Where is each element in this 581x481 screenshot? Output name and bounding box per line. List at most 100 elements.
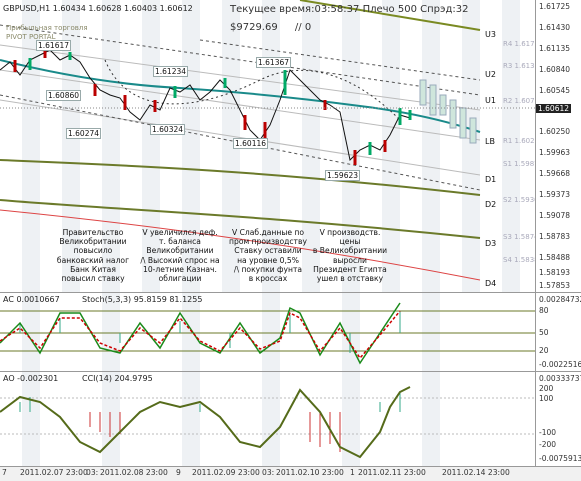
ao-label: AO -0.002301 [3, 374, 59, 383]
note-line: /\ Высокий спрос на [140, 255, 220, 265]
note-line: ушел в отставку [316, 274, 384, 284]
axis-value: -0.00225166 [539, 360, 581, 369]
news-note: V производств. цены в Великобритании выр… [305, 228, 395, 283]
note-line: Великобритании [146, 246, 214, 256]
axis-price: 1.58193 [539, 268, 571, 277]
note-line: пром производству [229, 237, 307, 247]
note-line: цены [339, 237, 361, 247]
time-axis: 7 2011.02.07 23:00 03: 2011.02.08 23:00 … [0, 466, 581, 481]
note-line: т. баланса [159, 237, 201, 247]
note-line: на уровне 0,5% [237, 255, 299, 265]
time-label: 03: [262, 468, 275, 477]
axis-value: 200 [539, 384, 554, 393]
balance-value: $9729.69 [230, 22, 278, 33]
ac-panel[interactable]: AC 0.0010667 Stoch(5,3,3) 95.8159 81.125… [0, 293, 535, 372]
note-line: в Великобритании [312, 246, 388, 256]
spread-value: 32 [455, 4, 469, 15]
cci-label: CCI(14) 204.9795 [82, 374, 153, 383]
ac-label: AC 0.0010667 [3, 295, 60, 304]
time-label: 2011.02.09 23:00 [192, 468, 260, 477]
price-chart [0, 0, 535, 292]
time-label: 1 [350, 468, 355, 477]
axis-value: 20 [539, 346, 549, 355]
axis-price: 1.60840 [539, 65, 571, 74]
time-label: Текущее время [230, 4, 312, 15]
axis-price: 1.60545 [539, 86, 571, 95]
note-line: в кроссах [248, 274, 288, 284]
axis-value: -100 [539, 428, 557, 437]
level-lb: LB [485, 137, 495, 146]
level-d1: D1 [485, 175, 497, 184]
axis-value: 0.00333737 [539, 374, 581, 383]
time-label: 7 [2, 468, 7, 477]
news-note: V увеличился деф. т. баланса Великобрита… [135, 228, 225, 283]
price-box: 1.61367 [256, 57, 292, 68]
level-d3: D3 [485, 239, 497, 248]
time-label: 2011.02.08 23:00 [100, 468, 168, 477]
news-note: V Слаб.данные по пром производству Ставк… [222, 228, 314, 283]
note-line: /\ покупки фунта [233, 264, 303, 274]
ac-axis: 0.00284732 80 50 20 -0.00225166 [535, 293, 581, 372]
axis-price: 1.59668 [539, 169, 571, 178]
level-s3: S3 1.5874 [503, 233, 535, 241]
level-d4: D4 [485, 279, 497, 288]
note-line: V увеличился деф. [142, 228, 218, 237]
watermark-2: PIVOT PORTAL [6, 33, 56, 41]
current-price-tag: 1.60612 [536, 104, 572, 113]
news-note: Правительство Великобритании повысило ба… [50, 228, 136, 283]
axis-price: 1.61725 [539, 2, 571, 11]
ao-chart [0, 372, 535, 466]
note-line: Банк Китая [70, 264, 116, 274]
price-box: 1.60860 [46, 90, 82, 101]
level-d2: D2 [485, 200, 497, 209]
time-label: 03: [86, 468, 99, 477]
time-label: 2011.02.14 23:00 [442, 468, 510, 477]
price-box: 1.61617 [36, 40, 72, 51]
note-line: выросли [333, 255, 367, 265]
main-price-axis: 1.61725 1.61430 1.61135 1.60840 1.60545 … [535, 0, 581, 293]
time-label: 9 [176, 468, 181, 477]
leverage-label: Плечо [362, 4, 395, 15]
level-s4: S4 1.5838 [503, 256, 535, 264]
axis-value: 100 [539, 394, 554, 403]
note-line: V производств. [319, 228, 381, 237]
level-r2: R2 1.6079 [503, 97, 535, 105]
watermark-1: Прибыльная торговля [6, 24, 88, 32]
axis-value: 80 [539, 306, 549, 315]
main-chart-panel[interactable]: GBPUSD,H1 1.60434 1.60628 1.60403 1.6061… [0, 0, 535, 293]
note-line: облигации [158, 274, 202, 284]
ac-chart [0, 293, 535, 371]
axis-price: 1.59078 [539, 211, 571, 220]
price-box: 1.60116 [233, 138, 269, 149]
note-line: повысило [73, 246, 113, 256]
balance-suffix: // 0 [294, 22, 312, 33]
symbol-info: GBPUSD,H1 1.60434 1.60628 1.60403 1.6061… [3, 4, 193, 13]
note-line: Ставку оставили [234, 246, 302, 256]
price-box: 1.59623 [325, 170, 361, 181]
level-r1: R1 1.6023 [503, 137, 535, 145]
spread-label: Спрэд [420, 4, 453, 15]
level-r4: R4 1.6172 [503, 40, 535, 48]
note-line: 10-летние Казнач. [143, 264, 217, 274]
note-line: Президент Египта [313, 264, 387, 274]
axis-value: 50 [539, 328, 549, 337]
level-s1: S1 1.5987 [503, 160, 535, 168]
time-value: 03:58:37 [314, 4, 360, 15]
ao-panel[interactable]: AO -0.002301 CCI(14) 204.9795 [0, 372, 535, 466]
time-label: 2011.02.11 23:00 [358, 468, 426, 477]
ao-axis: 0.00333737 200 100 -100 -200 -0.00759135 [535, 372, 581, 466]
axis-price: 1.59963 [539, 148, 571, 157]
axis-price: 1.60250 [539, 127, 571, 136]
time-label: 2011.02.10 23:00 [276, 468, 344, 477]
axis-price: 1.57853 [539, 281, 571, 290]
axis-price: 1.61135 [539, 44, 571, 53]
balance: $9729.69 // 0 [230, 22, 311, 33]
level-s2: S2 1.5930 [503, 196, 535, 204]
time-label: 2011.02.07 23:00 [20, 468, 88, 477]
leverage-value: 500 [397, 4, 417, 15]
axis-price: 1.58488 [539, 253, 571, 262]
axis-value: -200 [539, 440, 557, 449]
level-u3: U3 [485, 30, 496, 39]
stoch-label: Stoch(5,3,3) 95.8159 81.1255 [82, 295, 203, 304]
note-line: банковский налог [56, 255, 130, 265]
